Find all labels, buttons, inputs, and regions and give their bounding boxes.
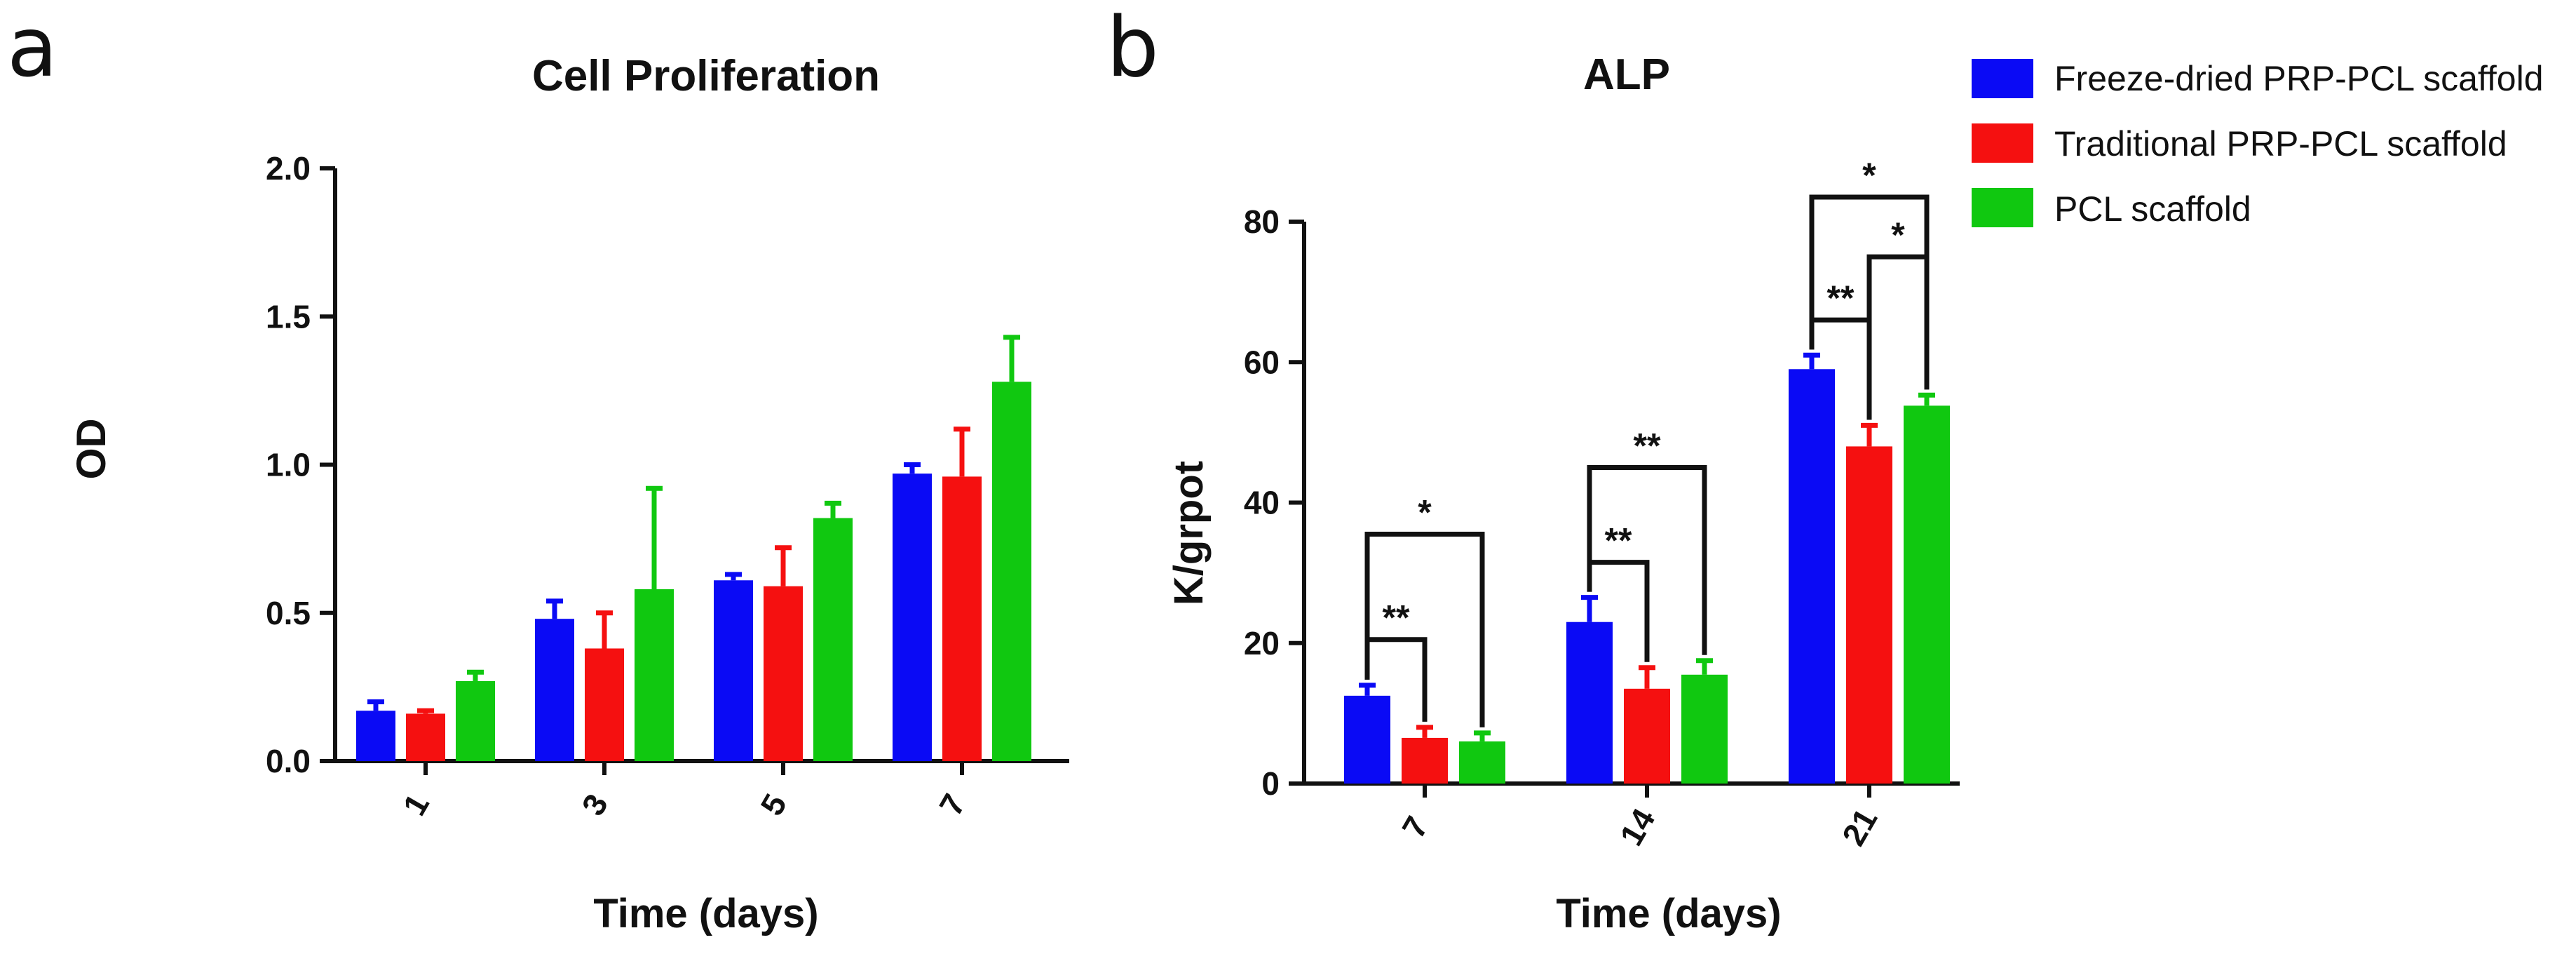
- bar-a-1-s0: [356, 711, 395, 761]
- legend-label-pcl: PCL scaffold: [2054, 189, 2251, 229]
- bar-b-21-s2: [1904, 405, 1950, 784]
- bar-b-14-s0: [1566, 622, 1613, 784]
- chart-a-xtick-label: 7: [932, 788, 972, 821]
- chart-a-xtick-label: 5: [753, 788, 794, 821]
- bar-a-7-s2: [992, 382, 1031, 761]
- chart-b-ytick-label: 20: [1244, 625, 1280, 661]
- legend-swatch-freeze-dried: [1972, 59, 2033, 98]
- chart-b-xlabel: Time (days): [1556, 891, 1781, 936]
- bar-b-7-s0: [1344, 695, 1390, 784]
- bar-b-14-s1: [1624, 688, 1670, 784]
- chart-cell-proliferation: Cell Proliferation Time (days) OD 0.0 0.5…: [69, 52, 1069, 936]
- chart-b-ytick-label: 0: [1261, 765, 1280, 802]
- bar-a-1-s1: [406, 713, 445, 761]
- bar-b-21-s1: [1846, 446, 1892, 784]
- chart-b-title: ALP: [1583, 51, 1670, 99]
- significance-label: **: [1827, 278, 1855, 318]
- legend-swatch-traditional: [1972, 123, 2033, 163]
- bar-a-5-s1: [764, 586, 803, 761]
- significance-bracket: [1364, 532, 1485, 727]
- legend-swatch-pcl: [1972, 188, 2033, 227]
- significance-bracket: [1809, 194, 1930, 390]
- chart-a-xlabel: Time (days): [593, 891, 818, 936]
- bar-b-21-s0: [1789, 369, 1835, 784]
- bar-a-1-s2: [456, 680, 495, 761]
- chart-b-ytick-label: 40: [1244, 485, 1280, 521]
- chart-a-ytick-label: 0.5: [266, 595, 311, 631]
- significance-label: *: [1418, 493, 1432, 532]
- significance-label: **: [1605, 521, 1632, 560]
- chart-b-xtick-label: 7: [1395, 810, 1435, 844]
- chart-a-ytick-label: 1.5: [266, 298, 311, 335]
- significance-bracket: [1587, 464, 1707, 655]
- chart-a-ytick-label: 0.0: [266, 743, 311, 779]
- panel-label-b: b: [1106, 0, 1159, 95]
- chart-a-title: Cell Proliferation: [532, 52, 880, 100]
- bar-a-5-s0: [714, 580, 753, 761]
- legend-label-freeze-dried: Freeze-dried PRP-PCL scaffold: [2054, 59, 2544, 98]
- bar-b-14-s2: [1681, 674, 1728, 784]
- chart-b-ylabel: K/grpot: [1166, 461, 1212, 605]
- chart-b-ytick-label: 80: [1244, 203, 1280, 240]
- chart-b-ytick-label: 60: [1244, 344, 1280, 380]
- chart-b-xtick-label: 14: [1613, 802, 1662, 852]
- legend: Freeze-dried PRP-PCL scaffold Traditiona…: [1972, 59, 2544, 229]
- legend-label-traditional: Traditional PRP-PCL scaffold: [2054, 124, 2507, 163]
- bar-a-3-s0: [535, 619, 574, 761]
- bar-a-7-s0: [893, 473, 932, 761]
- chart-a-ytick-label: 1.0: [266, 447, 311, 483]
- chart-b-xtick-label: 21: [1835, 802, 1885, 852]
- significance-label: *: [1862, 156, 1876, 195]
- significance-label: **: [1634, 426, 1661, 465]
- significance-label: **: [1383, 598, 1410, 638]
- bar-a-5-s2: [813, 518, 853, 761]
- panel-label-a: a: [7, 0, 57, 95]
- chart-a-xtick-label: 1: [395, 788, 436, 821]
- bar-a-7-s1: [942, 476, 982, 761]
- chart-a-ylabel: OD: [69, 419, 114, 480]
- significance-label: *: [1891, 215, 1905, 255]
- chart-a-xtick-label: 3: [574, 788, 615, 821]
- significance-bracket: [1866, 254, 1930, 420]
- bar-b-7-s2: [1459, 741, 1505, 784]
- chart-a-ytick-label: 2.0: [266, 150, 311, 187]
- bar-b-7-s1: [1402, 737, 1448, 784]
- bar-a-3-s2: [635, 589, 674, 761]
- bar-a-3-s1: [585, 648, 624, 761]
